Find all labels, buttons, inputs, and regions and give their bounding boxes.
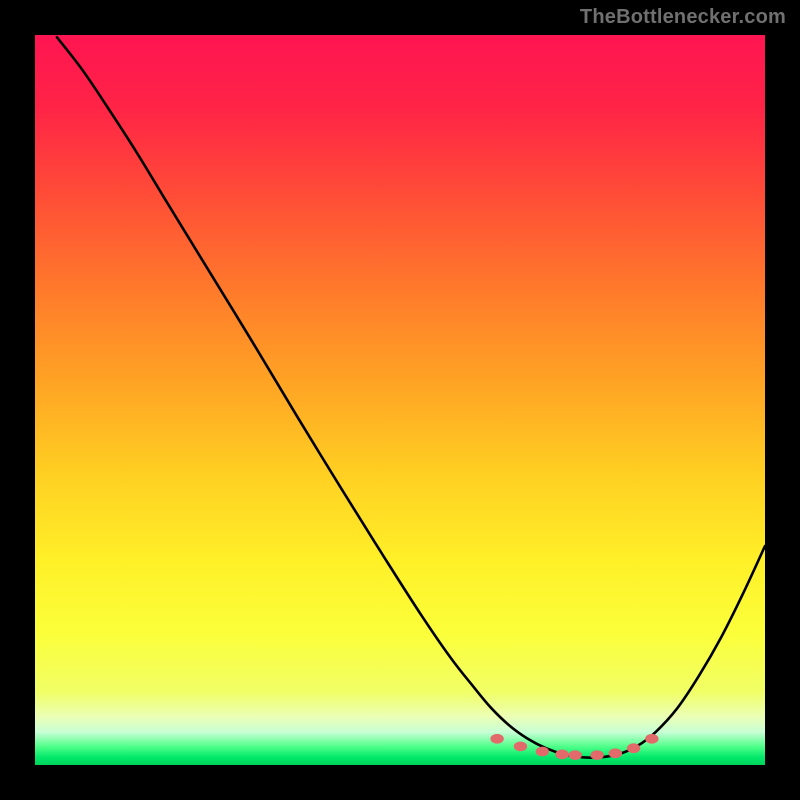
curve-marker xyxy=(514,742,526,751)
watermark-text: TheBottlenecker.com xyxy=(580,6,786,29)
bottleneck-chart: TheBottlenecker.com xyxy=(0,0,800,800)
plot-background xyxy=(35,35,765,765)
curve-marker xyxy=(569,751,581,760)
curve-marker xyxy=(646,734,658,743)
curve-marker xyxy=(591,751,603,760)
curve-marker xyxy=(491,734,503,743)
chart-canvas xyxy=(0,0,800,800)
curve-marker xyxy=(609,749,621,758)
curve-marker xyxy=(627,744,639,753)
curve-marker xyxy=(556,750,568,759)
curve-marker xyxy=(536,747,548,756)
